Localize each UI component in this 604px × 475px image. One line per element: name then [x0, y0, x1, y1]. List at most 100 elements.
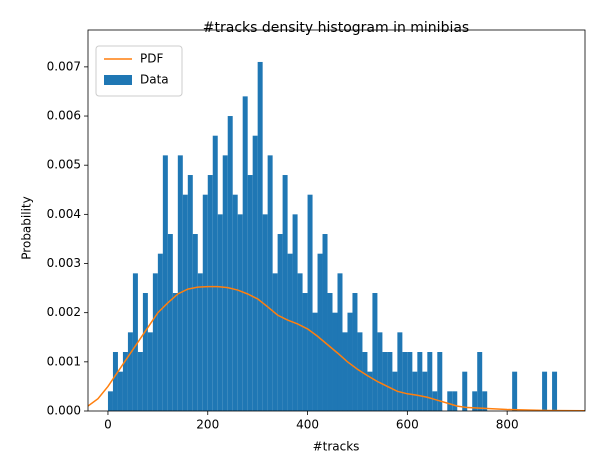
histogram-bar	[262, 214, 268, 411]
histogram-bar	[162, 155, 168, 411]
y-tick-label: 0.001	[47, 354, 81, 368]
plot-area	[88, 61, 585, 411]
histogram-bar	[182, 194, 188, 411]
histogram-bar	[387, 352, 393, 411]
histogram-bar	[222, 155, 228, 411]
histogram-bar	[472, 391, 478, 411]
histogram-bar	[112, 352, 118, 411]
legend-label: PDF	[140, 52, 163, 66]
histogram-bar	[132, 273, 138, 411]
legend-label: Data	[140, 73, 169, 87]
histogram-bar	[342, 332, 348, 411]
x-tick-label: 600	[396, 418, 419, 432]
y-tick-label: 0.007	[47, 59, 81, 73]
histogram-bar	[157, 253, 163, 411]
histogram-bar	[432, 391, 438, 411]
y-tick-label: 0.005	[47, 158, 81, 172]
x-tick-label: 0	[104, 418, 112, 432]
y-axis-label: Probability	[20, 196, 34, 259]
histogram-bar	[247, 175, 253, 411]
histogram-bar	[192, 234, 198, 411]
histogram-bar	[107, 391, 113, 411]
histogram-bar	[142, 293, 148, 411]
histogram-bar	[427, 352, 433, 411]
histogram-bar	[542, 371, 548, 411]
y-tick-label: 0.006	[47, 109, 81, 123]
histogram-bar	[402, 352, 408, 411]
x-tick-label: 400	[296, 418, 319, 432]
histogram-bar	[382, 352, 388, 411]
legend: PDF Data	[95, 45, 183, 97]
histogram-bar	[397, 332, 403, 411]
histogram-bar	[322, 234, 328, 411]
histogram-bar	[317, 253, 323, 411]
histogram-bar	[307, 194, 313, 411]
histogram-bar	[462, 371, 468, 411]
x-axis-label: #tracks	[313, 440, 360, 454]
histogram-bar	[292, 214, 298, 411]
pdf-line	[88, 285, 585, 411]
histogram-bar	[117, 371, 123, 411]
histogram-bar	[417, 352, 423, 411]
axes-frame	[87, 29, 586, 412]
histogram-bar	[197, 273, 203, 411]
histogram-bar	[392, 371, 398, 411]
histogram-bar	[377, 332, 383, 411]
histogram-bar	[137, 352, 143, 411]
histogram-bar	[212, 135, 218, 411]
histogram-bar	[287, 253, 293, 411]
histogram-bar	[412, 371, 418, 411]
histogram-bar	[297, 273, 303, 411]
histogram-bar	[187, 175, 193, 411]
histogram-bar	[452, 391, 458, 411]
histogram-bar	[147, 332, 153, 411]
histogram-bar	[272, 273, 278, 411]
histogram-bar	[127, 332, 133, 411]
histogram-bar	[232, 194, 238, 411]
y-tick-label: 0.004	[47, 207, 81, 221]
y-tick-label: 0.000	[47, 404, 81, 418]
histogram-bar	[372, 293, 378, 411]
histogram-bar	[337, 273, 343, 411]
histogram-bar	[237, 214, 243, 411]
histogram-bar	[122, 352, 128, 411]
legend-box	[95, 45, 183, 97]
histogram-bar	[227, 116, 233, 411]
histogram-bar	[267, 155, 273, 411]
histogram-bar	[512, 371, 518, 411]
histogram-bar	[257, 61, 263, 411]
histogram-bar	[167, 234, 173, 411]
histogram-bar	[207, 175, 213, 411]
histogram-bar	[352, 293, 358, 411]
histogram-bar	[437, 352, 443, 411]
histogram-bar	[277, 234, 283, 411]
histogram-bar	[367, 371, 373, 411]
x-tick-label: 200	[196, 418, 219, 432]
histogram-bar	[302, 293, 308, 411]
histogram-bar	[347, 312, 353, 411]
histogram-bar	[177, 155, 183, 411]
chart-title: #tracks density histogram in minibias	[203, 20, 469, 36]
legend-patch	[104, 75, 132, 85]
histogram-bar	[362, 352, 368, 411]
y-tick-label: 0.002	[47, 305, 81, 319]
histogram-bar	[202, 194, 208, 411]
histogram-bar	[252, 135, 258, 411]
histogram-bar	[407, 352, 413, 411]
x-tick-label: 800	[496, 418, 519, 432]
histogram-bar	[172, 293, 178, 411]
histogram-bar	[552, 371, 558, 411]
histogram-bar	[477, 352, 483, 411]
histogram-bar	[447, 391, 453, 411]
histogram-bar	[152, 273, 158, 411]
histogram-bar	[282, 175, 288, 411]
y-tick-label: 0.003	[47, 256, 81, 270]
histogram-bar	[327, 293, 333, 411]
histogram-bar	[217, 214, 223, 411]
histogram-bar	[332, 312, 338, 411]
histogram-bar	[242, 96, 248, 411]
histogram-bar	[422, 371, 428, 411]
histogram-bar	[482, 391, 488, 411]
